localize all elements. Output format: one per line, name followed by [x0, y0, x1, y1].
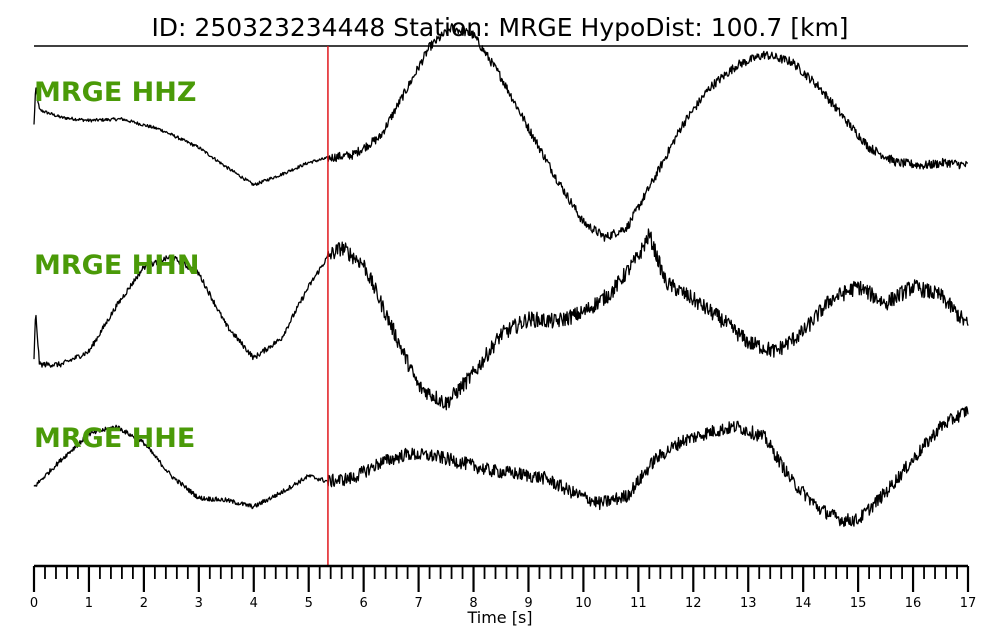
trace-hhe	[33, 406, 969, 528]
x-tick-label: 4	[250, 596, 258, 611]
x-tick-label: 15	[850, 596, 867, 611]
x-tick-label: 3	[195, 596, 203, 611]
x-axis-label: Time [s]	[466, 608, 532, 627]
trace-hhn	[33, 228, 969, 411]
x-tick-label: 7	[414, 596, 422, 611]
x-tick-label: 6	[360, 596, 368, 611]
x-tick-label: 16	[905, 596, 922, 611]
x-tick-label: 11	[630, 596, 647, 611]
chart-title: ID: 250323234448 Station: MRGE HypoDist:…	[151, 13, 848, 42]
trace-hhz	[33, 23, 969, 242]
waveform-traces	[33, 23, 969, 528]
trace-label-hhn: MRGE HHN	[34, 250, 199, 281]
x-axis: 0 1 2 3 4 5 6 7 8 9 10 11 12 13 14 15 16 17	[30, 564, 977, 611]
x-tick-label: 1	[85, 596, 93, 611]
x-tick-label: 10	[575, 596, 592, 611]
x-tick-label: 17	[960, 596, 977, 611]
trace-label-hhz: MRGE HHZ	[34, 77, 196, 108]
x-tick-label: 9	[524, 596, 532, 611]
x-tick-label: 8	[469, 596, 477, 611]
x-tick-label: 2	[140, 596, 148, 611]
x-tick-label: 12	[685, 596, 702, 611]
trace-label-hhe: MRGE HHE	[34, 423, 195, 454]
x-tick-label: 0	[30, 596, 38, 611]
x-tick-label: 13	[740, 596, 757, 611]
x-tick-label: 5	[305, 596, 313, 611]
x-tick-label: 14	[795, 596, 812, 611]
